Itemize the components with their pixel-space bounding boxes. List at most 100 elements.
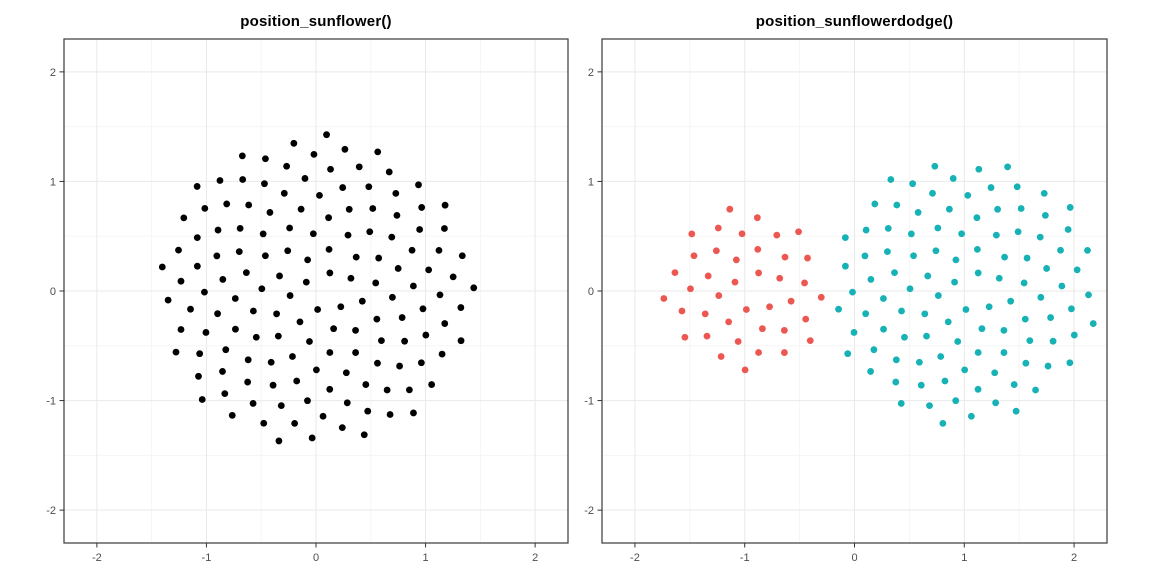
data-point [924, 272, 932, 280]
data-point [884, 248, 891, 256]
data-point [360, 431, 368, 439]
data-point [261, 180, 268, 188]
data-point [1044, 362, 1052, 370]
data-point [952, 256, 960, 264]
data-point [687, 285, 694, 293]
data-point [269, 381, 277, 389]
axis-ticks: -2 -1 0 1 2 -2 -1 0 1 2 [46, 67, 538, 564]
data-point [817, 293, 825, 301]
data-point [216, 177, 224, 184]
data-point [1020, 279, 1028, 287]
data-point [244, 378, 252, 386]
data-point [343, 399, 351, 407]
data-point [731, 278, 739, 286]
data-point [221, 390, 229, 397]
data-point [249, 400, 257, 407]
data-point [187, 305, 194, 313]
data-point [352, 349, 359, 356]
data-point [975, 165, 983, 173]
data-point [787, 297, 795, 305]
data-point [906, 285, 914, 293]
data-point [964, 191, 972, 199]
data-point [755, 269, 762, 277]
data-point [893, 201, 901, 209]
data-point [193, 183, 201, 190]
data-point [177, 277, 185, 285]
data-point [944, 318, 952, 326]
data-point [201, 288, 208, 296]
y-tick-label: 1 [588, 176, 594, 188]
data-point [213, 252, 221, 260]
data-point [457, 304, 465, 311]
data-point [310, 150, 318, 158]
data-point [934, 224, 942, 232]
data-point [1066, 204, 1074, 211]
data-point [385, 168, 393, 176]
data-point [1007, 297, 1015, 305]
data-point [457, 337, 465, 345]
data-point [276, 272, 283, 280]
gridlines-major [64, 39, 568, 543]
data-point [725, 318, 733, 326]
data-point [242, 269, 250, 277]
data-point [887, 176, 895, 183]
data-point [323, 131, 330, 139]
data-point [327, 165, 334, 173]
data-point [273, 310, 280, 318]
data-point [266, 209, 274, 216]
data-point [417, 359, 425, 367]
data-point [1000, 326, 1008, 334]
data-point [449, 273, 457, 281]
data-point [892, 378, 900, 386]
data-point [326, 385, 334, 393]
data-point [372, 279, 380, 287]
data-point [1073, 266, 1081, 274]
data-point [690, 252, 698, 260]
data-point [301, 175, 309, 182]
data-point [326, 269, 334, 277]
data-point [992, 399, 1000, 407]
x-tick-label: 2 [1071, 552, 1077, 564]
data-point [907, 230, 915, 238]
data-point [164, 296, 172, 304]
data-point [931, 162, 939, 170]
data-point [401, 337, 409, 345]
data-point [849, 288, 856, 296]
data-point [214, 226, 222, 234]
data-point [732, 256, 740, 264]
data-point [252, 333, 260, 341]
data-point [891, 269, 898, 277]
data-point [1001, 253, 1008, 261]
data-point [901, 333, 908, 341]
data-point [801, 279, 808, 287]
y-tick-label: -2 [584, 505, 594, 517]
x-tick-label: 0 [851, 552, 857, 564]
data-point [219, 276, 227, 283]
data-point [418, 204, 426, 211]
data-point [753, 214, 761, 222]
data-point [365, 183, 373, 191]
data-point [201, 204, 209, 212]
data-point [973, 214, 981, 222]
data-point [261, 252, 269, 260]
data-point [884, 224, 892, 232]
data-point [1017, 205, 1025, 212]
data-point [416, 226, 424, 233]
y-tick-label: -2 [46, 505, 56, 517]
data-point [228, 411, 236, 419]
data-point [1084, 246, 1091, 254]
data-point [1089, 320, 1097, 327]
data-point [844, 350, 852, 358]
data-point [436, 291, 444, 299]
data-point [345, 205, 353, 213]
data-point [231, 295, 239, 302]
data-point [293, 377, 301, 385]
data-point [867, 368, 874, 375]
data-point [991, 369, 999, 377]
y-tick-label: 0 [588, 286, 594, 298]
data-point [364, 407, 372, 415]
data-point [741, 366, 749, 374]
data-point [974, 269, 982, 277]
data-point [260, 419, 268, 427]
data-point [1004, 163, 1012, 171]
